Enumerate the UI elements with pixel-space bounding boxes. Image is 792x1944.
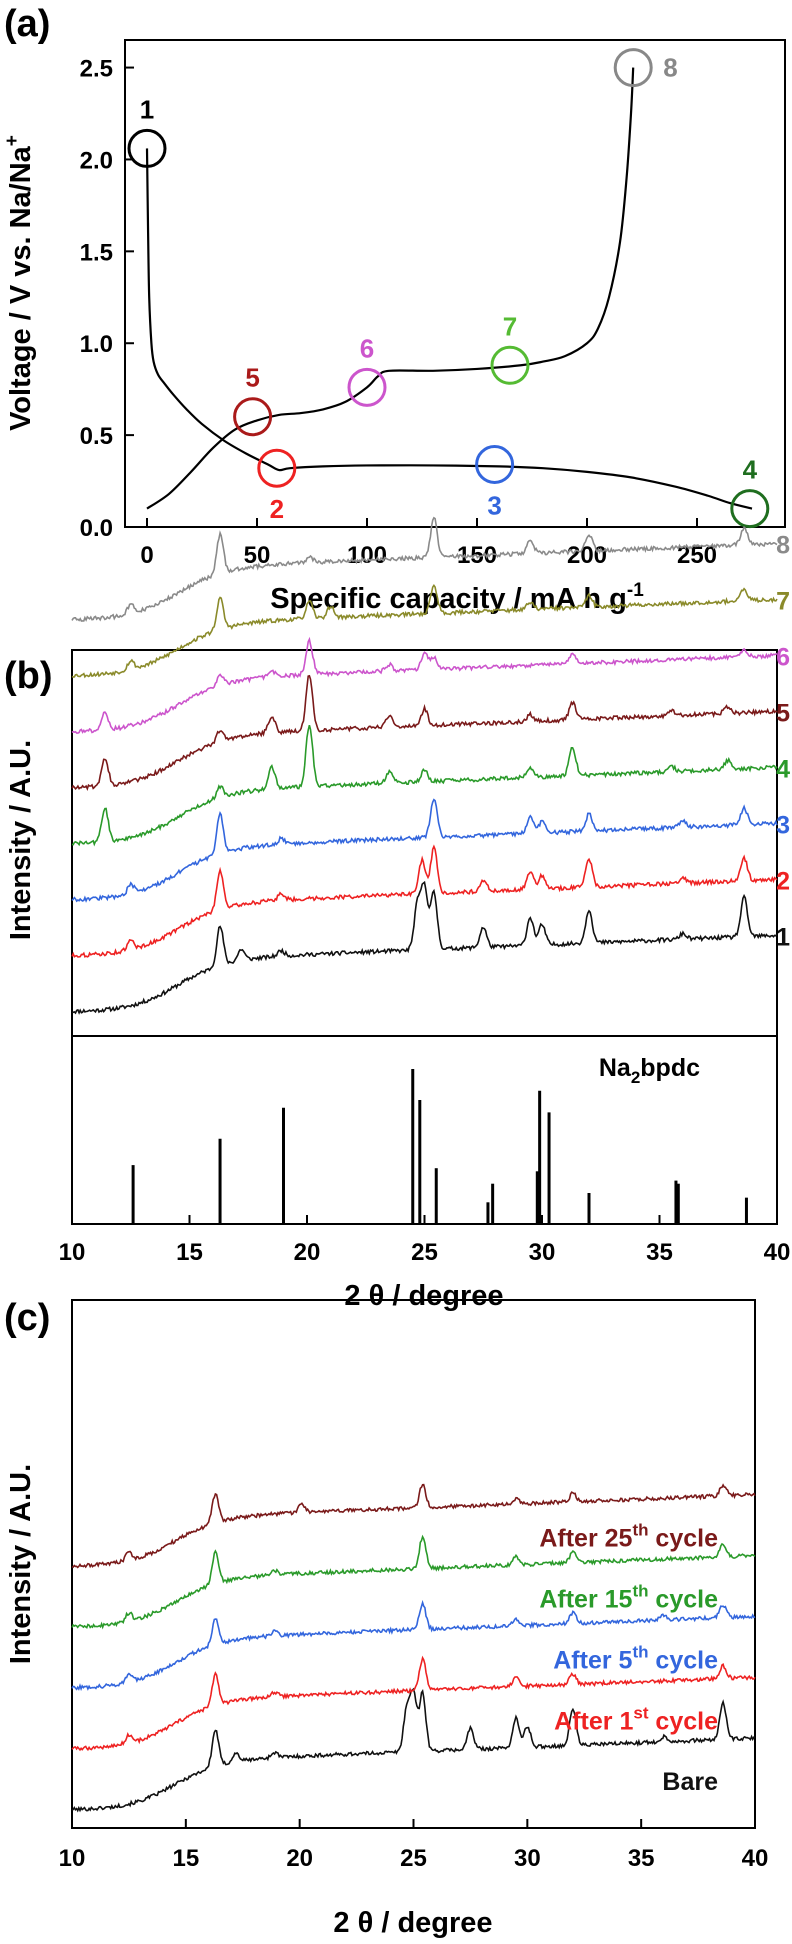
panel-a-frame (124, 39, 786, 528)
state-label-2: 2 (270, 494, 284, 524)
panel-a-x-tick-label: 0 (140, 542, 153, 569)
panel-a-y-tick-label: 0.5 (80, 423, 113, 450)
state-marker-2 (257, 448, 297, 488)
xrd-pattern-label: After 1st cycle (554, 1703, 718, 1735)
panel-b-x-tick-label: 30 (529, 1239, 556, 1266)
state-marker-8 (613, 48, 653, 88)
panel-b-x-tick-label: 15 (176, 1239, 203, 1266)
xrd-pattern-label-6: 6 (776, 643, 790, 671)
xrd-pattern-label: After 25th cycle (539, 1521, 718, 1553)
state-label-6: 6 (360, 333, 374, 363)
xrd-pattern-after-4 (71, 1483, 756, 1569)
xrd-pattern-label-8: 8 (776, 531, 790, 559)
xrd-pattern-label: Bare (662, 1768, 718, 1796)
state-label-3: 3 (487, 491, 501, 521)
panel-b-x-tick-label: 20 (294, 1239, 321, 1266)
panel-c-x-tick-label: 10 (59, 1845, 86, 1872)
state-marker-4 (730, 489, 770, 529)
panel-c-x-tick-label: 25 (400, 1845, 427, 1872)
panel-b-frame (71, 649, 778, 1225)
xrd-pattern-7 (71, 583, 778, 679)
xrd-pattern-1 (71, 880, 778, 1015)
panel-c-y-axis-label: Intensity / A.U. (5, 1464, 37, 1664)
panel-c-x-tick-label: 40 (742, 1845, 769, 1872)
panel-c-frame (71, 1299, 756, 1829)
state-marker-5 (233, 397, 273, 437)
xrd-pattern-label-1: 1 (776, 923, 790, 951)
panel-a-y-tick-label: 0.0 (80, 515, 113, 542)
panel-b-x-tick-label: 40 (764, 1239, 791, 1266)
panel-c-x-axis-label: 2 θ / degree (333, 1907, 492, 1939)
panel-b-x-tick-label: 10 (59, 1239, 86, 1266)
panel-b-x-tick-label: 35 (646, 1239, 673, 1266)
panel-a-letter: (a) (4, 3, 50, 45)
xrd-pattern-label-7: 7 (776, 587, 790, 615)
panel-c-x-tick-label: 35 (628, 1845, 655, 1872)
panel-a-x-tick-label: 100 (347, 542, 387, 569)
panel-b-chart: 10 15 20 25 30 35 40 1 2 3 4 5 6 7 8 Na2bpdc 2 θ / de… (5, 516, 791, 1312)
xrd-pattern-label-2: 2 (776, 867, 790, 895)
panel-b-letter: (b) (4, 655, 53, 697)
panel-c-letter: (c) (4, 1297, 50, 1339)
xrd-pattern-after-1 (71, 1655, 756, 1752)
xrd-pattern-label-4: 4 (776, 755, 790, 783)
xrd-pattern-label: After 5th cycle (553, 1642, 718, 1674)
panel-c-chart: 10 15 20 25 30 35 40 Bare After 1st cycle After … (5, 1299, 769, 1939)
state-marker-3 (475, 445, 515, 485)
panel-a-charge-curve (146, 67, 635, 510)
panel-a-y-tick-label: 2.5 (80, 56, 113, 83)
state-marker-6 (347, 367, 387, 407)
reference-label: Na2bpdc (599, 1054, 700, 1087)
panel-a-discharge-curve (145, 148, 753, 510)
panel-a-x-tick-label: 200 (567, 542, 607, 569)
state-label-4: 4 (743, 455, 758, 485)
xrd-pattern-8 (71, 516, 778, 622)
panel-b-x-axis-label: 2 θ / degree (344, 1280, 503, 1312)
xrd-pattern-after-3 (71, 1534, 756, 1630)
state-label-7: 7 (503, 311, 517, 341)
xrd-pattern-6 (71, 636, 778, 734)
panel-b-y-axis-label: Intensity / A.U. (5, 740, 37, 940)
xrd-pattern-label-5: 5 (776, 699, 790, 727)
panel-c-x-tick-label: 15 (172, 1845, 199, 1872)
panel-a-y-tick-label: 1.5 (80, 239, 113, 266)
panel-b-x-tick-label: 25 (411, 1239, 438, 1266)
xrd-pattern-label-3: 3 (776, 811, 790, 839)
panel-c-x-tick-label: 30 (514, 1845, 541, 1872)
state-label-5: 5 (245, 363, 259, 393)
state-label-8: 8 (663, 53, 677, 83)
xrd-pattern-4 (71, 725, 778, 847)
state-marker-7 (490, 345, 530, 385)
xrd-pattern-3 (71, 798, 778, 903)
xrd-pattern-label: After 15th cycle (539, 1581, 718, 1613)
panel-a-y-tick-label: 2.0 (80, 147, 113, 174)
panel-a-y-tick-label: 1.0 (80, 331, 113, 358)
xrd-pattern-2 (71, 844, 778, 958)
panel-c-x-tick-label: 20 (286, 1845, 313, 1872)
state-label-1: 1 (140, 94, 154, 124)
state-marker-1 (127, 128, 167, 168)
xrd-pattern-5 (71, 674, 778, 792)
xrd-pattern-after-2 (71, 1599, 756, 1692)
panel-a-y-axis-label: Voltage / V vs. Na/Na+ (2, 135, 37, 431)
